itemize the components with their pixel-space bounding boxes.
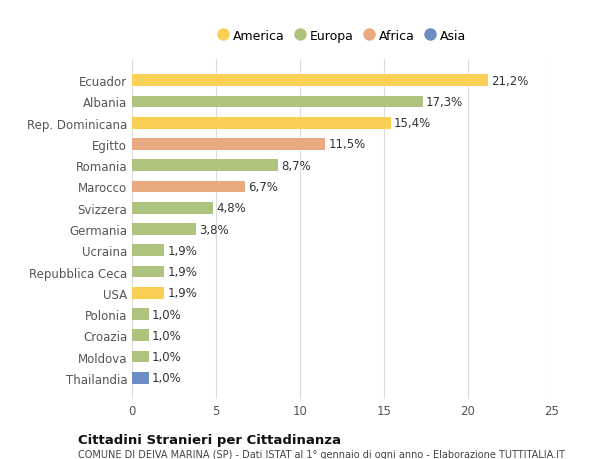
Bar xyxy=(132,139,325,151)
Text: 11,5%: 11,5% xyxy=(329,138,366,151)
Bar xyxy=(132,351,149,363)
Text: 3,8%: 3,8% xyxy=(199,223,229,236)
Bar xyxy=(132,224,196,235)
Text: 1,0%: 1,0% xyxy=(152,350,182,364)
Text: 1,0%: 1,0% xyxy=(152,329,182,342)
Text: 1,9%: 1,9% xyxy=(167,287,197,300)
Bar xyxy=(132,287,164,299)
Text: 6,7%: 6,7% xyxy=(248,180,278,194)
Bar xyxy=(132,75,488,87)
Bar xyxy=(132,245,164,257)
Bar xyxy=(132,330,149,341)
Text: 17,3%: 17,3% xyxy=(426,95,463,109)
Text: 4,8%: 4,8% xyxy=(216,202,246,215)
Text: COMUNE DI DEIVA MARINA (SP) - Dati ISTAT al 1° gennaio di ogni anno - Elaborazio: COMUNE DI DEIVA MARINA (SP) - Dati ISTAT… xyxy=(78,449,565,459)
Text: 8,7%: 8,7% xyxy=(281,159,311,172)
Bar xyxy=(132,181,245,193)
Text: Cittadini Stranieri per Cittadinanza: Cittadini Stranieri per Cittadinanza xyxy=(78,433,341,446)
Text: 1,0%: 1,0% xyxy=(152,372,182,385)
Bar xyxy=(132,160,278,172)
Text: 1,9%: 1,9% xyxy=(167,265,197,279)
Bar xyxy=(132,118,391,129)
Text: 1,0%: 1,0% xyxy=(152,308,182,321)
Legend: America, Europa, Africa, Asia: America, Europa, Africa, Asia xyxy=(213,25,471,48)
Bar xyxy=(132,372,149,384)
Text: 15,4%: 15,4% xyxy=(394,117,431,130)
Bar xyxy=(132,308,149,320)
Bar xyxy=(132,96,422,108)
Bar xyxy=(132,202,212,214)
Text: 1,9%: 1,9% xyxy=(167,244,197,257)
Bar xyxy=(132,266,164,278)
Text: 21,2%: 21,2% xyxy=(491,74,529,87)
